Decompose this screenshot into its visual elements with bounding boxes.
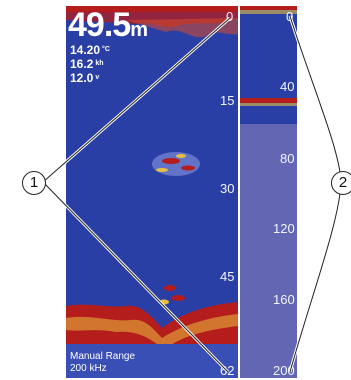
main-scale-label: 30 [220, 181, 235, 196]
side-scale-label: 200 [273, 363, 295, 378]
temperature-readout: 14.20 °C [70, 44, 110, 56]
voltage-value: 12.0 [70, 71, 94, 85]
side-scale-label: 40 [280, 79, 295, 94]
depth-unit: m [130, 19, 148, 41]
range-overview-panel[interactable] [240, 6, 297, 378]
voltage-readout: 12.0 v [70, 72, 99, 84]
side-scale-label: 80 [280, 151, 295, 166]
side-scale-label: 0 [286, 9, 294, 24]
depth-value: 49.5 [68, 6, 131, 44]
voltage-unit: v [95, 74, 100, 81]
depth-readout: 49.5m [68, 6, 148, 44]
range-mode-label: Manual Range [70, 351, 136, 362]
callout-1-badge: 1 [22, 171, 46, 195]
side-scale-label: 160 [273, 292, 295, 307]
main-scale-label: 15 [220, 93, 235, 108]
fish-school [152, 152, 200, 176]
sonar-returns-side [240, 6, 297, 106]
main-scale-label: 0 [226, 9, 234, 24]
temperature-value: 14.20 [70, 43, 101, 57]
surface-clutter [66, 6, 238, 12]
speed-readout: 16.2 kh [70, 58, 104, 70]
main-scale-label: 62 [220, 363, 235, 378]
speed-unit: kh [95, 60, 104, 67]
side-bottom-line [240, 98, 297, 103]
temperature-unit: °C [102, 46, 110, 53]
zoom-range-shade [240, 124, 297, 378]
main-scale-label: 45 [220, 269, 235, 284]
side-scale-label: 120 [273, 221, 295, 236]
fish-arches [159, 285, 185, 305]
frequency-label: 200 kHz [70, 363, 107, 374]
speed-value: 16.2 [70, 57, 94, 71]
callout-2-badge: 2 [331, 171, 351, 195]
